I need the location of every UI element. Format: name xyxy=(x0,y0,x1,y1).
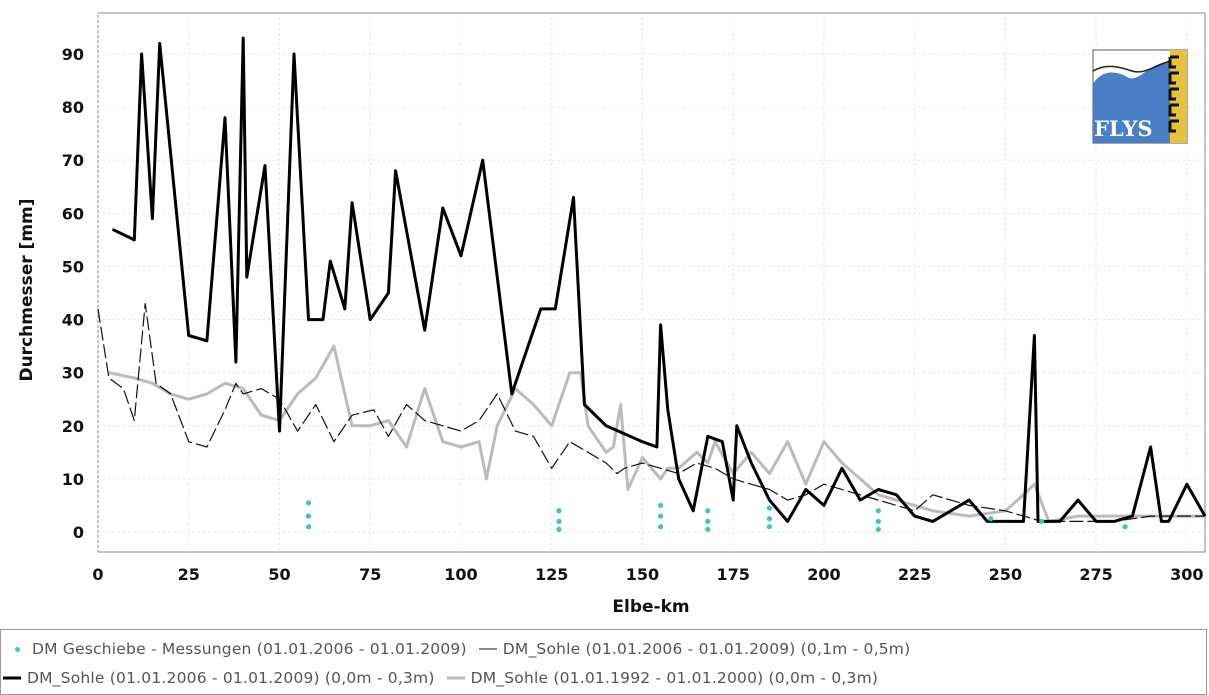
data-point xyxy=(657,524,664,530)
x-tick-label: 175 xyxy=(716,565,749,584)
x-tick-label: 275 xyxy=(1079,565,1112,584)
data-point xyxy=(657,502,664,509)
x-tick-label: 300 xyxy=(1170,565,1203,584)
data-point xyxy=(1122,524,1128,530)
data-point xyxy=(657,513,664,519)
y-tick-label: 50 xyxy=(62,257,84,276)
series-geschiebe-points xyxy=(305,500,1128,532)
legend-row-2: DM_Sohle (01.01.2006 - 01.01.2009) (0,0m… xyxy=(3,667,890,689)
legend-label-sohle-gray: DM_Sohle (01.01.1992 - 01.01.2000) (0,0m… xyxy=(470,669,879,687)
data-point xyxy=(305,500,312,506)
data-point xyxy=(305,524,312,530)
y-tick-label: 0 xyxy=(73,523,84,542)
legend: DM Geschiebe - Messungen (01.01.2006 - 0… xyxy=(0,629,1207,695)
legend-item-sohle-gray: DM_Sohle (01.01.1992 - 01.01.2000) (0,0m… xyxy=(446,669,879,687)
y-tick-label: 20 xyxy=(62,417,84,436)
chart-area: 0 25 50 75 100 125 150 175 200 225 250 275 300 0 10 20… xyxy=(17,12,1207,617)
logo-text: FLYS xyxy=(1094,116,1153,141)
legend-swatch-geschiebe xyxy=(15,646,20,652)
plot-background xyxy=(97,12,1206,553)
x-tick-label: 0 xyxy=(92,565,103,584)
x-tick-label: 250 xyxy=(989,565,1022,584)
legend-item-sohle-thick: DM_Sohle (01.01.2006 - 01.01.2009) (0,0m… xyxy=(3,669,435,687)
data-point xyxy=(305,513,312,519)
series-line-thin xyxy=(97,303,1205,522)
flys-logo: FLYS xyxy=(1092,49,1188,144)
x-tick-label: 200 xyxy=(807,565,840,584)
data-point xyxy=(556,518,562,524)
legend-item-sohle-thin: DM_Sohle (01.01.2006 - 01.01.2009) (0,1m… xyxy=(478,640,911,658)
x-tick-label: 50 xyxy=(268,565,290,584)
series-line-thick xyxy=(111,36,1207,523)
data-point xyxy=(988,516,994,522)
data-point xyxy=(766,524,773,530)
legend-row-1: DM Geschiebe - Messungen (01.01.2006 - 0… xyxy=(11,638,922,660)
y-tick-label: 60 xyxy=(62,204,84,223)
logo-gauge xyxy=(1170,50,1187,143)
data-point xyxy=(556,526,562,532)
y-tick-label: 70 xyxy=(62,151,84,170)
data-point xyxy=(705,526,711,532)
y-tick-label: 10 xyxy=(62,470,84,489)
legend-label-sohle-thin: DM_Sohle (01.01.2006 - 01.01.2009) (0,1m… xyxy=(502,640,911,658)
data-point xyxy=(766,505,773,511)
x-tick-labels: 0 25 50 75 100 125 150 175 200 225 250 275 300 xyxy=(92,565,1203,584)
logo-water-area xyxy=(1093,61,1170,143)
data-point xyxy=(556,508,562,514)
y-axis-title: Durchmesser [mm] xyxy=(17,198,37,381)
data-point xyxy=(766,516,773,522)
data-point xyxy=(705,518,711,524)
data-point xyxy=(875,526,881,532)
legend-swatch-sohle-gray xyxy=(446,676,465,680)
legend-item-geschiebe: DM Geschiebe - Messungen (01.01.2006 - 0… xyxy=(11,640,467,658)
x-axis-title: Elbe-km xyxy=(612,597,689,617)
legend-label-sohle-thick: DM_Sohle (01.01.2006 - 01.01.2009) (0,0m… xyxy=(27,669,435,687)
legend-swatch-sohle-thin xyxy=(478,648,497,650)
legend-label-geschiebe: DM Geschiebe - Messungen (01.01.2006 - 0… xyxy=(32,640,467,658)
series-line-gray xyxy=(108,344,1205,523)
y-tick-label: 40 xyxy=(62,311,84,330)
x-tick-label: 100 xyxy=(444,565,477,584)
data-point xyxy=(705,508,711,514)
x-tick-label: 225 xyxy=(898,565,931,584)
legend-swatch-sohle-thick xyxy=(3,676,21,680)
x-tick-label: 125 xyxy=(535,565,568,584)
logo-wave xyxy=(1092,60,1171,73)
data-point xyxy=(1039,518,1045,524)
data-point xyxy=(875,508,881,514)
logo-gauge-marks xyxy=(1168,55,1179,133)
y-tick-label: 80 xyxy=(62,98,84,117)
x-tick-label: 75 xyxy=(359,565,381,584)
x-tick-label: 150 xyxy=(626,565,659,584)
y-tick-label: 90 xyxy=(62,45,84,64)
y-tick-labels: 0 10 20 30 40 50 60 70 80 90 xyxy=(62,45,84,542)
data-point xyxy=(875,518,881,524)
x-tick-label: 25 xyxy=(178,565,200,584)
series-layer xyxy=(97,36,1207,532)
y-tick-label: 30 xyxy=(62,364,84,383)
